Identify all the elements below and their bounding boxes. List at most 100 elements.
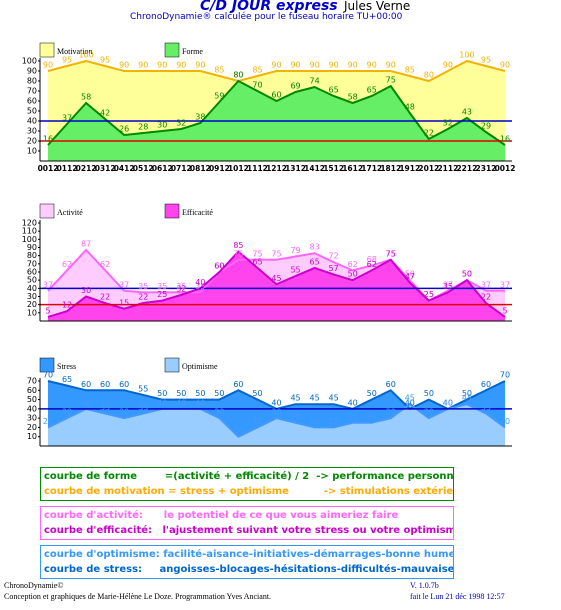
- value-label: 50: [462, 389, 472, 398]
- x-tick-label: 1412: [304, 164, 325, 173]
- x-tick-label: 2212: [456, 164, 477, 173]
- value-label: 40: [271, 398, 281, 407]
- value-label: 83: [309, 243, 319, 252]
- legend-swatch: [39, 42, 55, 58]
- value-label: 32: [176, 284, 186, 293]
- value-label: 32: [443, 119, 453, 128]
- value-label: 60: [233, 380, 243, 389]
- value-label: 90: [500, 61, 510, 70]
- value-label: 72: [329, 252, 339, 261]
- y-tick-label: 70: [27, 377, 37, 386]
- value-label: 80: [233, 71, 243, 80]
- legend-swatch: [39, 357, 55, 373]
- value-label: 30: [157, 121, 167, 130]
- value-label: 60: [271, 91, 281, 100]
- value-label: 75: [386, 249, 396, 258]
- value-label: 55: [138, 384, 148, 393]
- x-tick-label: 2112: [437, 164, 458, 173]
- value-label: 40: [176, 398, 186, 407]
- y-tick-label: 10: [27, 308, 37, 317]
- footer-text: ChronoDynamie©: [4, 581, 64, 590]
- value-label: 40: [348, 398, 358, 407]
- legend-swatch: [164, 42, 180, 58]
- x-tick-label: 1212: [266, 164, 287, 173]
- note-line: courbe de forme =(activité + efficacité)…: [44, 471, 454, 482]
- area: [48, 404, 505, 446]
- title: C/D JOUR express: [200, 0, 338, 14]
- x-tick-label: 0212: [76, 164, 97, 173]
- x-tick-label: 1812: [380, 164, 401, 173]
- value-label: 75: [271, 249, 281, 258]
- x-tick-label: 1512: [323, 164, 344, 173]
- x-tick-label: 0612: [152, 164, 173, 173]
- value-label: 20: [500, 417, 510, 426]
- y-tick-label: 40: [27, 404, 37, 413]
- note-box: courbe d'optimisme: facilité-aisance-ini…: [40, 545, 454, 579]
- value-label: 5: [502, 306, 507, 315]
- value-label: 50: [348, 270, 358, 279]
- value-label: 70: [43, 371, 53, 380]
- value-label: 40: [81, 398, 91, 407]
- value-label: 30: [424, 408, 434, 417]
- value-label: 10: [233, 426, 243, 435]
- value-label: 65: [62, 375, 72, 384]
- x-tick-label: 1112: [247, 164, 268, 173]
- value-label: 30: [81, 286, 91, 295]
- x-tick-label: 0012: [38, 164, 59, 173]
- x-tick-label: 2012: [418, 164, 439, 173]
- value-label: 90: [329, 61, 339, 70]
- note-box: courbe d'activité: le potentiel de ce qu…: [40, 506, 454, 540]
- value-label: 35: [176, 282, 186, 291]
- line: [47, 59, 506, 83]
- value-label: 37: [443, 280, 453, 289]
- value-label: 37: [500, 280, 510, 289]
- value-label: 25: [424, 290, 434, 299]
- value-label: 60: [386, 380, 396, 389]
- value-label: 90: [119, 61, 129, 70]
- footer-text: fait le Lun 21 déc 1998 12:57: [410, 592, 505, 601]
- value-label: 30: [214, 408, 224, 417]
- value-label: 95: [481, 56, 491, 65]
- value-label: 40: [195, 278, 205, 287]
- value-label: 50: [157, 389, 167, 398]
- value-label: 25: [367, 412, 377, 421]
- y-tick-label: 80: [27, 77, 37, 86]
- value-label: 80: [233, 71, 243, 80]
- value-label: 20: [43, 417, 53, 426]
- value-label: 30: [62, 408, 72, 417]
- value-label: 37: [481, 280, 491, 289]
- value-label: 35: [195, 282, 205, 291]
- value-label: 37: [119, 280, 129, 289]
- value-label: 90: [443, 61, 453, 70]
- value-label: 40: [157, 398, 167, 407]
- value-label: 85: [252, 66, 262, 75]
- value-label: 79: [290, 246, 300, 255]
- x-tick-label: 0012: [495, 164, 516, 173]
- value-label: 58: [348, 93, 358, 102]
- value-label: 45: [271, 274, 281, 283]
- value-label: 90: [309, 61, 319, 70]
- value-label: 22: [138, 293, 148, 302]
- value-label: 70: [252, 81, 262, 90]
- y-tick-label: 120: [22, 219, 37, 228]
- value-label: 80: [424, 71, 434, 80]
- line: [47, 79, 506, 146]
- value-label: 25: [348, 412, 358, 421]
- value-label: 70: [500, 371, 510, 380]
- x-tick-label: 1612: [342, 164, 363, 173]
- value-label: 40: [195, 398, 205, 407]
- value-label: 50: [424, 389, 434, 398]
- value-label: 40: [405, 398, 415, 407]
- y-tick-label: 40: [27, 284, 37, 293]
- note-line: courbe de stress: angoisses-blocages-hés…: [44, 564, 454, 575]
- y-tick-label: 20: [27, 137, 37, 146]
- y-tick-label: 30: [27, 414, 37, 423]
- y-tick-label: 110: [22, 227, 37, 236]
- legend-label: Optimisme: [182, 362, 218, 371]
- y-tick-label: 50: [27, 395, 37, 404]
- legend-label: Activité: [57, 208, 83, 217]
- y-tick-label: 100: [22, 235, 37, 244]
- value-label: 50: [176, 389, 186, 398]
- value-label: 60: [81, 380, 91, 389]
